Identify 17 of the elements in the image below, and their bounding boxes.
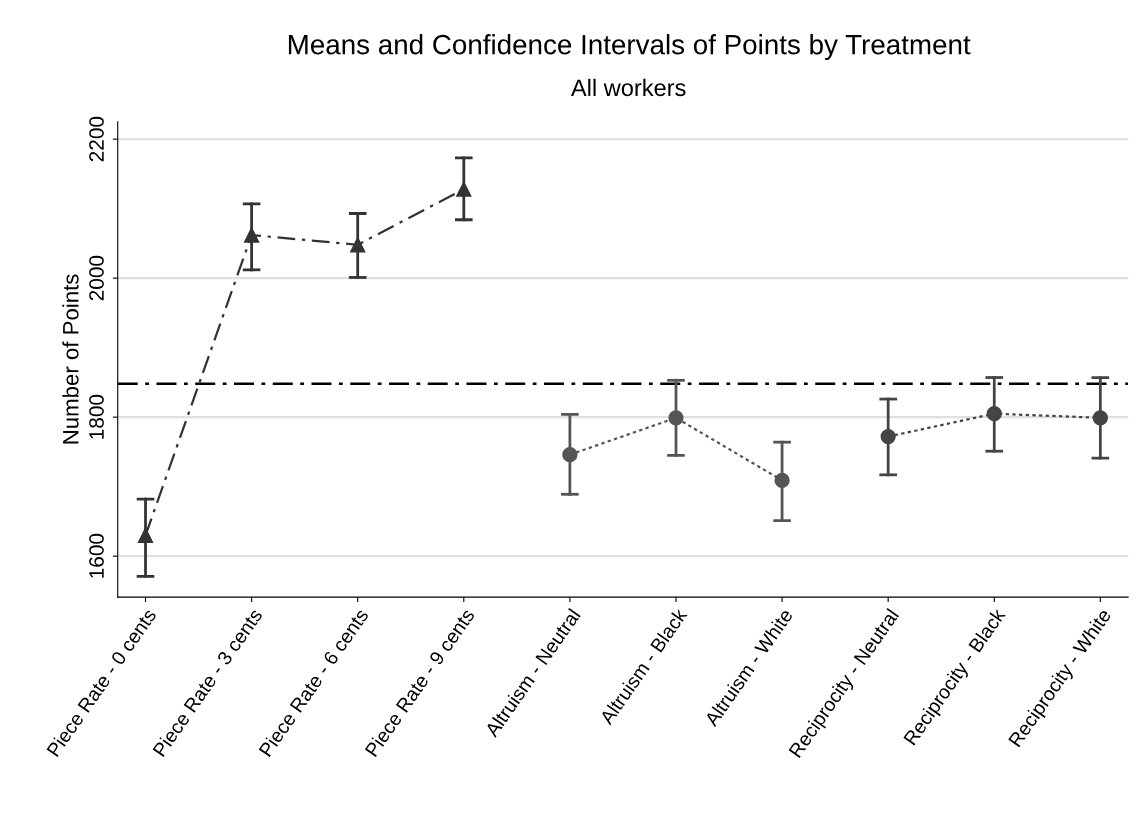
point <box>456 181 472 197</box>
point <box>350 237 366 253</box>
point <box>137 527 154 543</box>
y-tick-label: 2000 <box>89 255 104 301</box>
point <box>1092 410 1108 426</box>
point <box>668 410 684 426</box>
point <box>243 227 260 243</box>
y-axis-title: Number of Points <box>62 274 79 444</box>
point <box>880 428 896 445</box>
point <box>986 406 1002 422</box>
y-tick-label: 1800 <box>89 394 104 439</box>
point <box>562 447 578 463</box>
y-tick-label: 1600 <box>89 533 104 578</box>
y-tick-label: 2200 <box>89 116 104 162</box>
chart-subtitle: All workers <box>570 78 686 97</box>
chart-title: Means and Confidence Intervals of Points by Treatment <box>288 34 971 60</box>
point <box>774 472 790 489</box>
